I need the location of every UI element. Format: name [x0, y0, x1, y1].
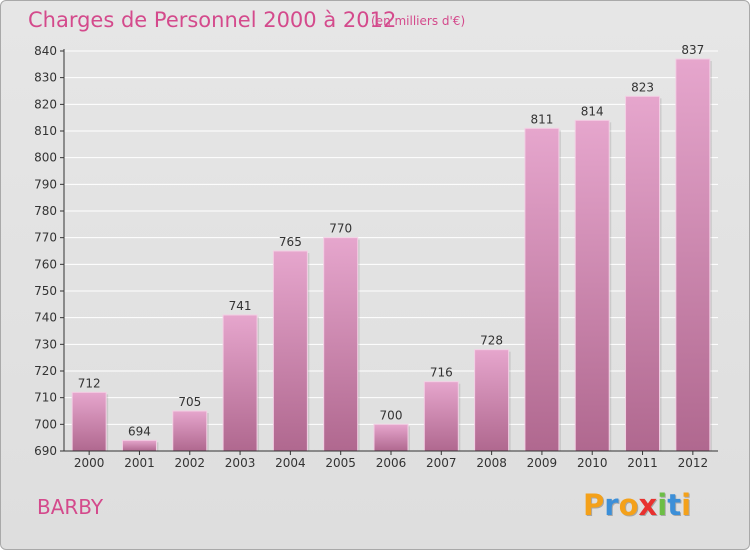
bar-2008 — [474, 349, 510, 452]
x-tick-label: 2005 — [325, 456, 356, 470]
bar-2006 — [373, 423, 409, 452]
x-tick-label: 2001 — [124, 456, 155, 470]
bar-2003 — [222, 314, 258, 452]
bar-2005 — [323, 237, 359, 452]
logo-letter: t — [667, 488, 682, 522]
logo-letter: i — [681, 488, 692, 522]
chart-title: Charges de Personnel 2000 à 2012 — [28, 8, 397, 32]
y-tick-label: 720 — [34, 364, 57, 378]
y-tick-label: 840 — [34, 44, 57, 58]
data-label: 814 — [581, 104, 604, 118]
bar-2004 — [272, 250, 308, 452]
x-tick-label: 2012 — [678, 456, 709, 470]
commune-name: BARBY — [37, 495, 104, 519]
bar-2000 — [71, 391, 107, 452]
y-tick-label: 800 — [34, 151, 57, 165]
x-tick-label: 2006 — [376, 456, 407, 470]
y-tick-label: 780 — [34, 204, 57, 218]
y-tick-label: 790 — [34, 177, 57, 191]
y-tick-label: 710 — [34, 391, 57, 405]
bar-2010 — [574, 119, 610, 452]
data-label: 700 — [380, 408, 403, 422]
data-label: 741 — [229, 299, 252, 313]
data-label: 811 — [530, 112, 553, 126]
proxiti-logo: Proxiti — [583, 488, 691, 522]
y-tick-label: 730 — [34, 337, 57, 351]
bar-2007 — [423, 381, 459, 452]
x-tick-label: 2010 — [577, 456, 608, 470]
bar-2001 — [121, 439, 157, 452]
bar-2009 — [524, 127, 560, 452]
logo-letter: r — [604, 488, 619, 522]
x-tick-label: 2008 — [476, 456, 507, 470]
data-label: 823 — [631, 80, 654, 94]
data-label: 712 — [78, 376, 101, 390]
data-label: 770 — [329, 222, 352, 236]
data-label: 694 — [128, 424, 151, 438]
data-label: 765 — [279, 235, 302, 249]
x-tick-label: 2009 — [527, 456, 558, 470]
chart-subtitle: (en milliers d'€) — [371, 14, 466, 28]
y-tick-label: 810 — [34, 124, 57, 138]
data-label: 728 — [480, 334, 503, 348]
y-tick-label: 700 — [34, 417, 57, 431]
logo-letter: i — [657, 488, 668, 522]
bar-2011 — [625, 95, 661, 452]
y-tick-label: 760 — [34, 257, 57, 271]
bar-2012 — [675, 58, 711, 452]
x-tick-label: 2007 — [426, 456, 457, 470]
y-tick-label: 830 — [34, 71, 57, 85]
x-tick-label: 2000 — [74, 456, 105, 470]
y-tick-label: 690 — [34, 444, 57, 458]
x-tick-label: 2002 — [174, 456, 205, 470]
x-tick-label: 2003 — [225, 456, 256, 470]
data-label: 705 — [178, 395, 201, 409]
y-tick-label: 750 — [34, 284, 57, 298]
data-label: 837 — [681, 43, 704, 57]
bar-2002 — [172, 410, 208, 452]
y-tick-label: 770 — [34, 231, 57, 245]
y-tick-label: 820 — [34, 97, 57, 111]
y-tick-label: 740 — [34, 311, 57, 325]
logo-letter: o — [618, 488, 639, 522]
x-tick-label: 2011 — [627, 456, 658, 470]
data-label: 716 — [430, 366, 453, 380]
logo-letter: P — [583, 488, 605, 522]
logo-letter: x — [638, 488, 658, 522]
x-tick-label: 2004 — [275, 456, 306, 470]
